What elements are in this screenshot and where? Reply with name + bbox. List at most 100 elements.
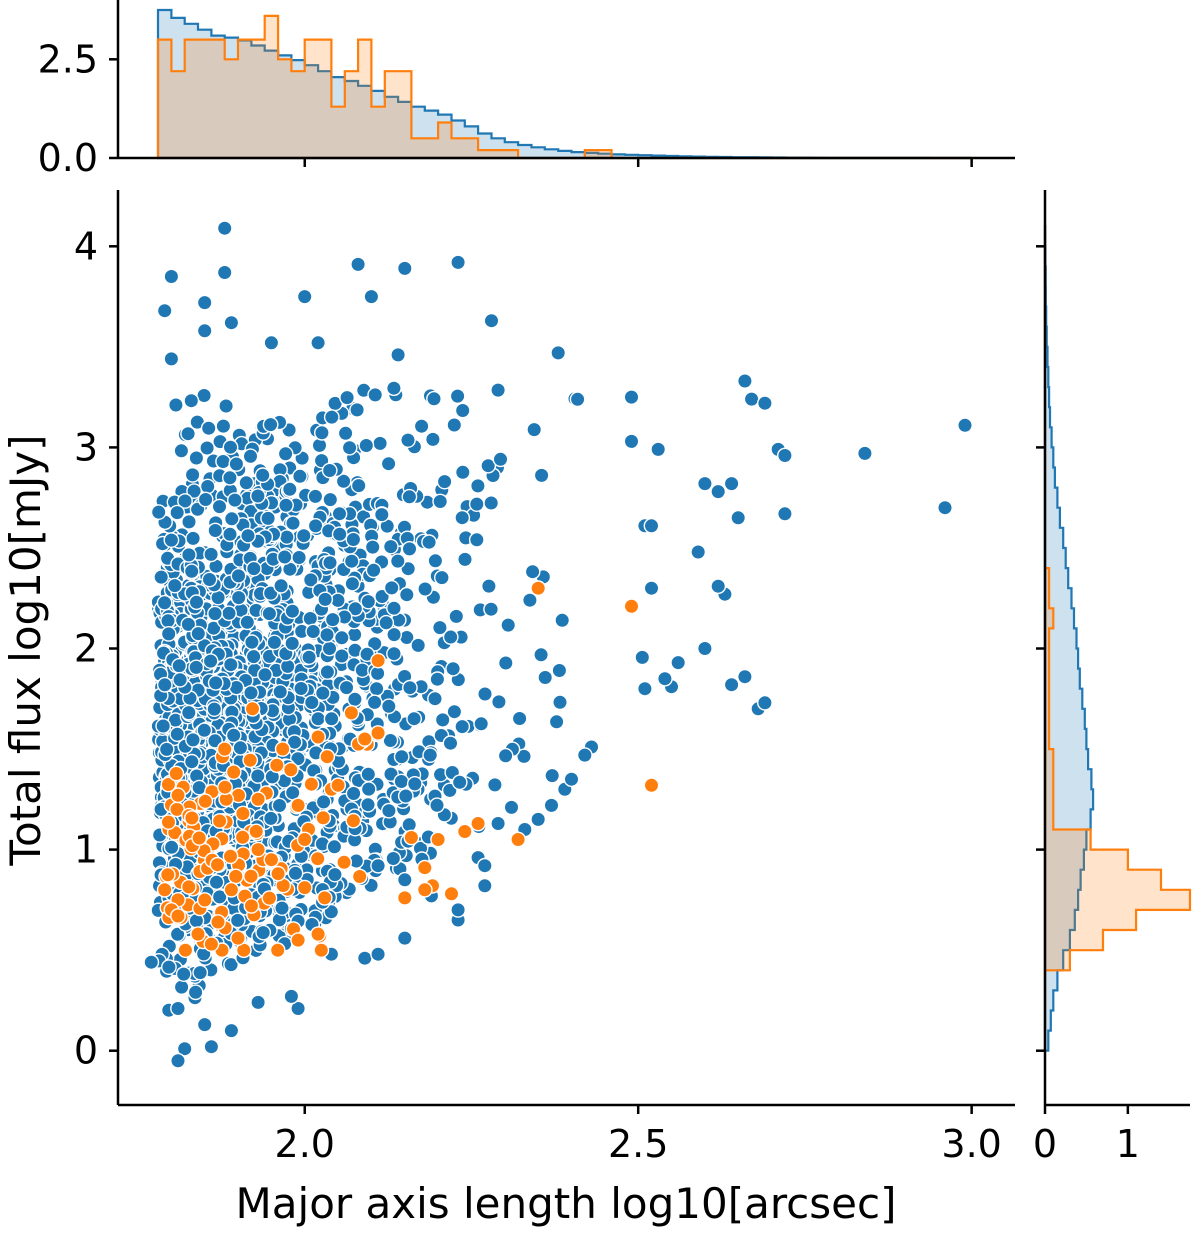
scatter-point-blue [623,433,640,450]
scatter-point-blue [757,694,773,711]
scatter-point-blue [537,669,554,686]
scatter-point-blue [319,664,336,680]
scatter-point-blue [422,747,439,763]
scatter-point-blue [322,491,339,508]
scatter-point-blue [250,994,267,1011]
scatter-point-blue [307,488,324,505]
scatter-point-blue [637,680,653,697]
scatter-point-blue [473,715,490,732]
scatter-point-blue [156,302,173,319]
scatter-point-blue [223,510,240,527]
scatter-point-orange [159,866,176,883]
scatter-point-blue [238,474,255,491]
scatter-point-blue [163,839,180,856]
scatter-point-blue [222,526,238,543]
scatter-point-orange [416,859,433,876]
scatter-point-blue [324,611,341,628]
scatter-point-blue [390,346,406,363]
scatter-point-blue [245,560,262,577]
scatter-point-blue [350,477,367,494]
scatter-point-blue [364,539,381,555]
scatter-point-orange [227,868,244,885]
scatter-point-blue [271,797,288,814]
scatter-point-blue [261,605,278,622]
scatter-point-blue [382,538,399,555]
scatter-point-blue [262,810,279,827]
scatter-point-blue [434,712,451,728]
scatter-point-orange [203,936,220,952]
scatter-point-blue [337,425,354,442]
scatter-point-blue [153,569,170,585]
scatter-point-blue [480,457,497,474]
scatter-point-orange [243,868,259,885]
y-tick-label: 0 [74,1029,98,1073]
scatter-point-blue [163,268,180,285]
scatter-point-blue [503,799,520,816]
scatter-point-blue [160,626,177,642]
scatter-point-blue [196,722,213,739]
scatter-point-blue [313,424,330,441]
scatter-point-blue [156,594,173,611]
scatter-point-blue [421,534,437,551]
scatter-point-blue [188,594,205,611]
scatter-point-blue [468,496,485,512]
scatter-point-blue [187,984,204,1001]
scatter-point-orange [196,892,213,908]
scatter-point-orange [336,854,352,871]
scatter-point-orange [310,729,326,745]
scatter-point-orange [268,757,285,774]
scatter-point-blue [167,397,184,413]
scatter-point-blue [284,635,301,652]
scatter-point-blue [249,768,266,784]
scatter-point-blue [737,668,753,685]
scatter-point-blue [360,781,377,797]
scatter-point-blue [156,676,173,693]
scatter-point-blue [424,431,441,448]
scatter-point-orange [242,752,259,769]
scatter-point-blue [454,718,471,735]
scatter-point-blue [199,478,216,495]
scatter-point-blue [743,391,760,407]
scatter-point-orange [211,813,228,829]
scatter-point-orange [290,797,306,814]
scatter-point-blue [410,637,427,654]
scatter-point-orange [160,776,177,793]
scatter-point-blue [216,220,233,237]
scatter-point-blue [346,626,363,643]
scatter-point-blue [290,1000,306,1017]
scatter-point-blue [215,418,232,434]
scatter-point-blue [291,468,308,485]
scatter-point-blue [289,750,306,767]
scatter-point-blue [480,578,497,594]
scatter-point-blue [163,532,180,548]
scatter-point-blue [345,531,362,548]
scatter-point-blue [333,648,350,664]
scatter-point-blue [180,547,197,563]
scatter-point-blue [291,549,307,566]
scatter-point-blue [378,614,395,631]
scatter-point-orange [623,598,640,615]
scatter-point-blue [293,680,309,697]
scatter-point-orange [530,580,547,597]
x-axis-label: Major axis length log10[arcsec] [236,1179,897,1228]
scatter-point-blue [477,686,493,702]
scatter-point-blue [177,493,193,509]
scatter-point-blue [710,483,727,500]
scatter-point-blue [389,553,406,569]
scatter-point-blue [239,614,256,631]
scatter-point-blue [188,450,205,466]
scatter-point-orange [319,748,336,765]
scatter-point-blue [380,455,397,472]
scatter-point-blue [192,964,209,981]
scatter-point-blue [450,254,466,271]
top-y-tick-label: 0.0 [38,136,98,180]
scatter-point-blue [643,580,660,597]
scatter-point-orange [234,805,251,822]
scatter-point-blue [196,294,213,311]
scatter-point-blue [143,954,160,971]
scatter-point-orange [180,879,197,895]
scatter-point-blue [232,739,249,756]
scatter-point-blue [230,589,247,606]
scatter-point-blue [533,467,550,484]
scatter-point-blue [295,527,312,544]
